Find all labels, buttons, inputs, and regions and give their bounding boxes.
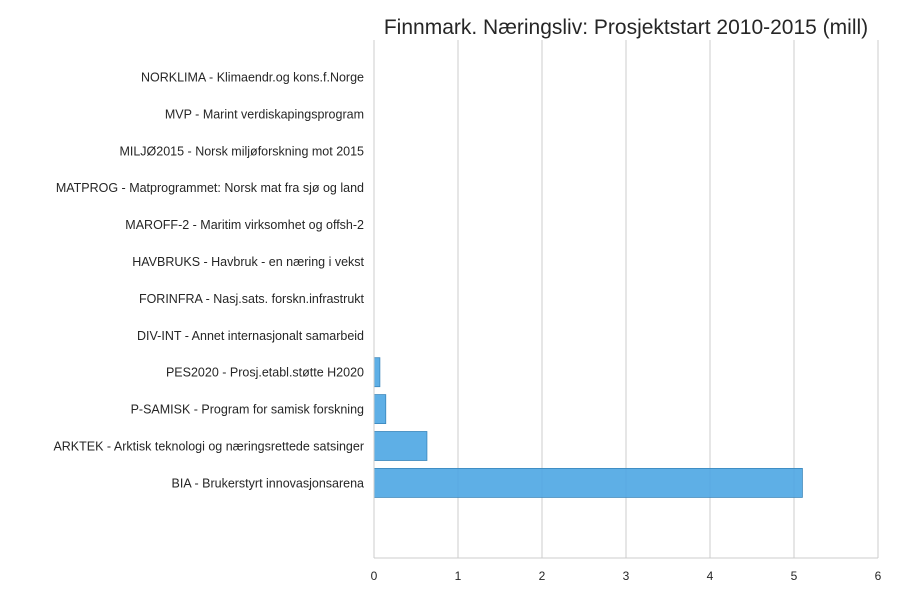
category-label: MATPROG - Matprogrammet: Norsk mat fra s…	[56, 181, 364, 195]
category-label: MVP - Marint verdiskapingsprogram	[165, 107, 364, 121]
x-tick-label: 1	[455, 569, 462, 583]
category-label: PES2020 - Prosj.etabl.støtte H2020	[166, 366, 364, 380]
chart-title: Finnmark. Næringsliv: Prosjektstart 2010…	[384, 16, 868, 39]
x-tick-label: 4	[707, 569, 714, 583]
x-tick-label: 3	[623, 569, 630, 583]
category-label-layer: NORKLIMA - Klimaendr.og kons.f.Norge MVP …	[53, 71, 364, 491]
category-label: MAROFF-2 - Maritim virksomhet og offsh-2	[125, 218, 364, 232]
bar	[373, 394, 387, 425]
bar-layer	[373, 357, 803, 498]
x-tick-label: 5	[791, 569, 798, 583]
category-label: P-SAMISK - Program for samisk forskning	[131, 403, 364, 417]
bar	[373, 467, 803, 498]
x-tick-label-layer: 0 1 2 3 4 5 6	[371, 569, 882, 583]
category-label: ARKTEK - Arktisk teknologi og næringsret…	[53, 440, 364, 454]
x-tick-label: 2	[539, 569, 546, 583]
category-label: MILJØ2015 - Norsk miljøforskning mot 201…	[119, 144, 364, 158]
x-tick-label: 6	[875, 569, 882, 583]
category-label: FORINFRA - Nasj.sats. forskn.infrastrukt	[139, 292, 365, 306]
category-label: NORKLIMA - Klimaendr.og kons.f.Norge	[141, 71, 364, 85]
bar	[373, 357, 381, 388]
grid-layer	[373, 40, 879, 558]
bar	[373, 431, 428, 461]
category-label: HAVBRUKS - Havbruk - en næring i vekst	[132, 255, 364, 269]
axis-layer	[373, 40, 878, 559]
category-label: BIA - Brukerstyrt innovasjonsarena	[172, 476, 364, 490]
x-tick-label: 0	[371, 569, 378, 583]
category-label: DIV-INT - Annet internasjonalt samarbeid	[137, 329, 364, 343]
